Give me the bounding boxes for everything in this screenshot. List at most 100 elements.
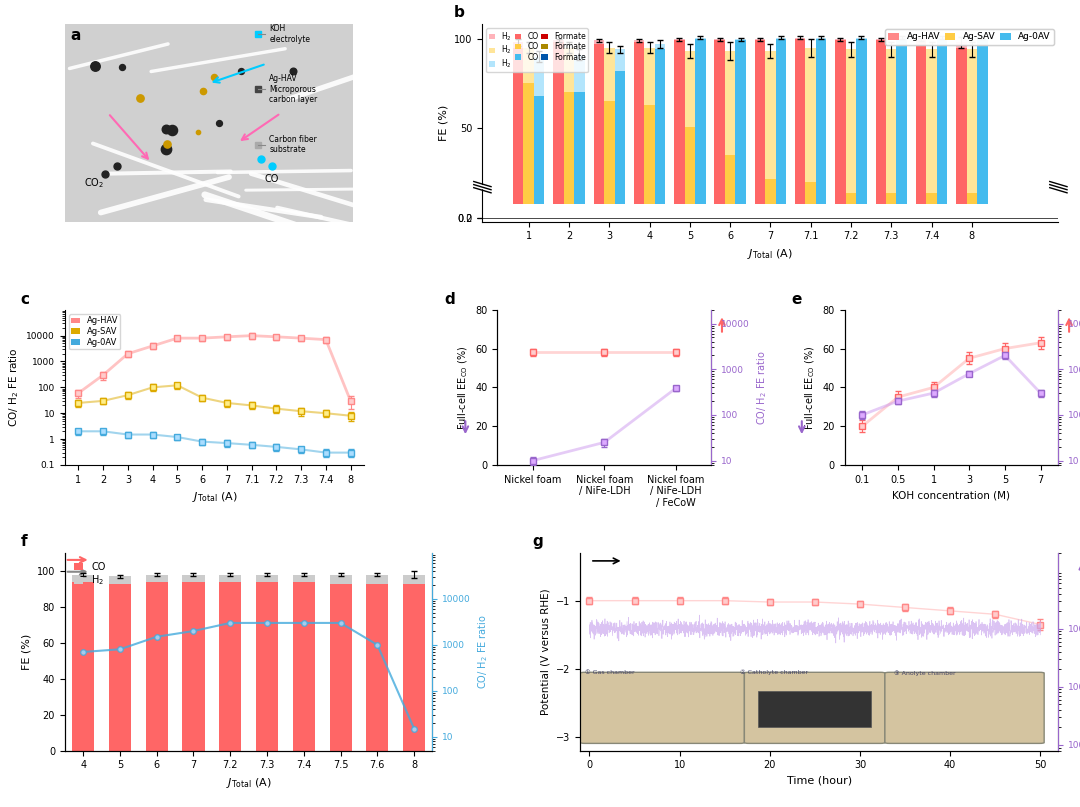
Bar [927,193,936,218]
Bar [896,39,907,218]
Bar [936,38,947,39]
Bar [366,575,389,583]
Bar [765,51,775,178]
Bar [654,44,665,49]
Bar [696,39,705,218]
Bar [714,40,725,218]
Bar [806,48,815,182]
Bar [219,582,241,751]
Bar [146,582,167,751]
Bar [846,49,856,193]
X-axis label: $J_\mathrm{Total}$ (A): $J_\mathrm{Total}$ (A) [226,776,271,790]
Y-axis label: CO/ H$_2$ FE ratio: CO/ H$_2$ FE ratio [6,348,21,427]
Bar [72,575,94,582]
Bar [685,127,696,218]
Bar [183,582,204,751]
Text: CO: CO [265,174,280,184]
Bar [886,49,896,193]
Bar [977,39,987,218]
Text: c: c [19,291,29,307]
Text: d: d [444,291,455,307]
Bar [513,48,524,218]
Bar [293,575,314,582]
Bar [615,49,625,71]
Bar [604,102,615,218]
Legend: Ag-HAV, Ag-SAV, Ag-0AV: Ag-HAV, Ag-SAV, Ag-0AV [69,314,121,349]
Bar [725,51,735,155]
Bar [856,39,866,218]
Bar [524,83,534,218]
Y-axis label: Full-cell EE$_\mathrm{CO}$ (%): Full-cell EE$_\mathrm{CO}$ (%) [456,345,470,429]
Bar [967,49,977,193]
Text: KOH
electrolyte: KOH electrolyte [269,24,310,44]
Bar [835,40,846,218]
Bar [219,575,241,582]
Bar [806,182,815,218]
Bar [815,38,826,39]
Bar [936,39,947,218]
Bar [654,49,665,218]
Bar [977,38,987,39]
X-axis label: KOH concentration (M): KOH concentration (M) [892,490,1011,500]
Bar [696,38,705,39]
Bar [403,583,426,751]
Bar [564,93,575,218]
Y-axis label: Full-cell EE$_\mathrm{CO}$ (%): Full-cell EE$_\mathrm{CO}$ (%) [804,345,816,429]
Bar [109,583,131,751]
Bar [403,575,426,583]
Bar [674,40,685,218]
Text: e: e [792,291,801,307]
Text: g: g [532,534,543,549]
Bar [553,42,564,218]
Bar [765,178,775,218]
Bar [509,204,1032,218]
Bar [846,193,856,218]
Bar [795,38,806,39]
Bar [615,71,625,218]
Bar [534,56,544,96]
Bar [685,51,696,127]
Bar [256,575,278,582]
Bar [725,155,735,218]
Bar [916,40,927,218]
Text: Carbon fiber
substrate: Carbon fiber substrate [269,135,318,154]
Bar [775,39,786,218]
Bar [956,48,967,218]
Bar [956,42,967,48]
Bar [575,93,584,218]
Bar [927,49,936,193]
Bar [329,575,352,583]
Bar [735,40,746,218]
Bar [72,582,94,751]
Bar [645,48,654,105]
Bar [329,583,352,751]
Text: a: a [70,28,81,43]
Y-axis label: FE (%): FE (%) [22,633,31,670]
Bar [594,40,604,44]
Bar [856,38,866,39]
Bar [293,582,314,751]
Bar [634,40,645,42]
Bar [146,575,167,582]
Bar [886,193,896,218]
Bar [896,38,907,39]
Bar [553,40,564,42]
Bar [513,42,524,48]
X-axis label: $J_\mathrm{Total}$ (A): $J_\mathrm{Total}$ (A) [191,490,238,504]
Bar [815,39,826,218]
Bar [575,55,584,93]
Text: f: f [21,534,27,549]
Bar [604,48,615,102]
Bar [876,40,886,218]
Legend: Ag-HAV, Ag-SAV, Ag-0AV: Ag-HAV, Ag-SAV, Ag-0AV [885,29,1054,45]
Legend: CO, H$_2$: CO, H$_2$ [70,558,109,592]
Bar [645,105,654,218]
Bar [534,96,544,218]
Bar [634,42,645,218]
Bar [183,575,204,582]
Text: b: b [454,6,464,20]
Bar [524,48,534,83]
Bar [795,39,806,218]
Bar [109,576,131,583]
Bar [755,40,765,218]
